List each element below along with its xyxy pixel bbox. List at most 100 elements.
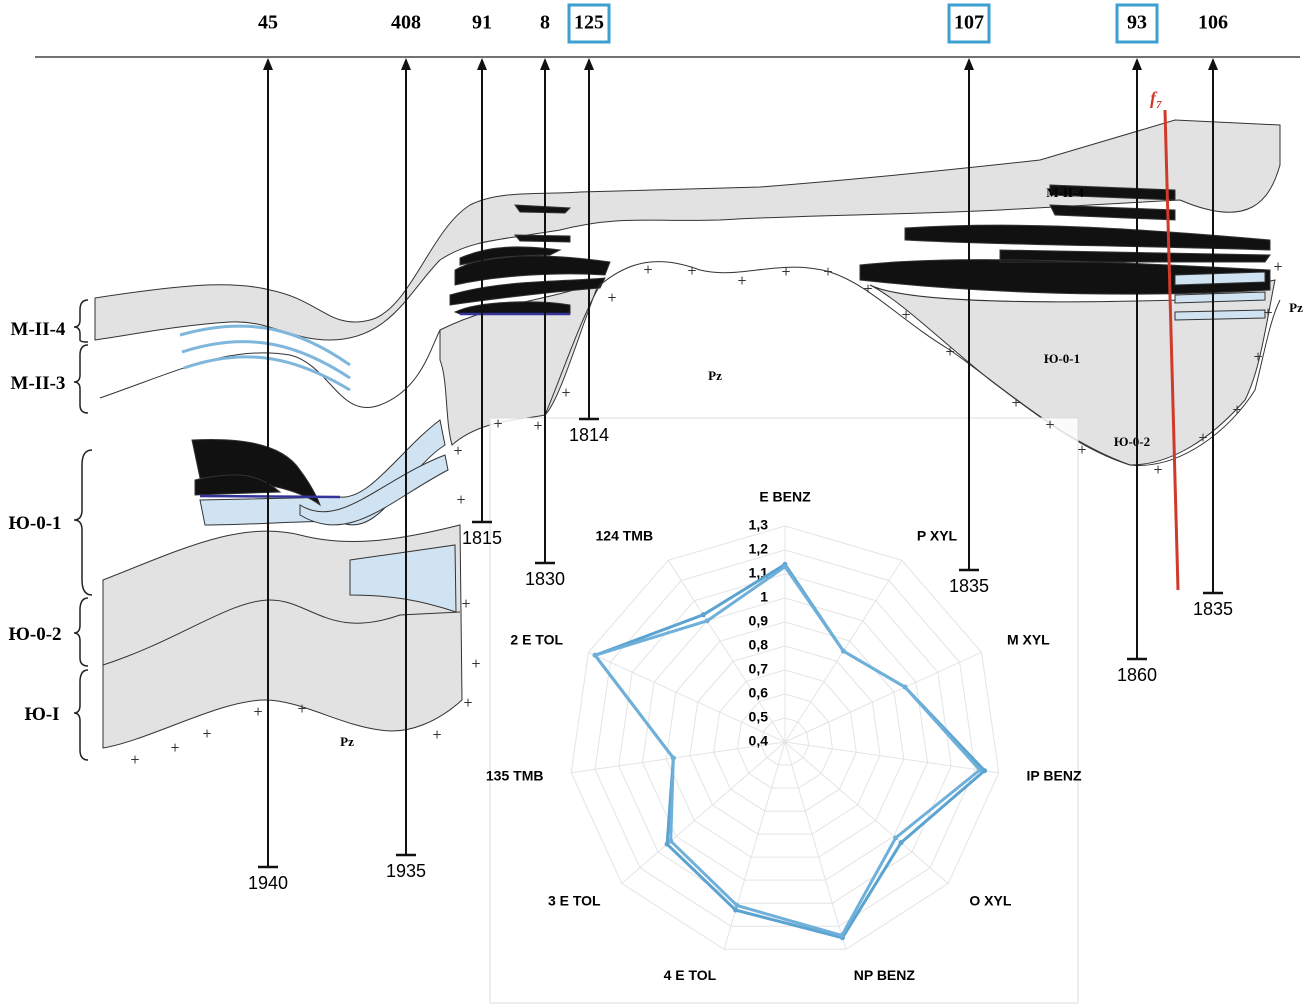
well-arrow (477, 58, 487, 70)
plus-mark: + (781, 265, 791, 279)
series-point (982, 768, 988, 774)
grid-ring (618, 573, 952, 904)
well-depth: 1940 (248, 873, 288, 893)
well-label: 107 (954, 12, 984, 34)
axis-label: 2 E TOL (510, 631, 563, 647)
well-depth: 1835 (1193, 599, 1233, 619)
spoke (784, 741, 847, 950)
pz-label: Pz (340, 734, 354, 749)
spoke (723, 741, 786, 950)
plus-mark: + (1045, 418, 1055, 432)
well-arrow (1208, 58, 1218, 70)
axis-label: 3 E TOL (548, 892, 601, 908)
axis-label: NP BENZ (854, 967, 916, 983)
series-point (782, 564, 788, 570)
well-arrow (964, 58, 974, 70)
boundary (102, 599, 461, 666)
r-tick-label: 1,3 (749, 517, 769, 533)
series-point (840, 648, 846, 654)
grid-ring (594, 549, 976, 927)
well-depth: 1860 (1117, 665, 1157, 685)
well-arrow (263, 58, 273, 70)
well-label: 91 (472, 12, 492, 34)
axis-label: E BENZ (759, 489, 811, 505)
well-label: 408 (391, 12, 421, 34)
plus-mark: + (471, 657, 481, 671)
plus-mark: + (130, 753, 140, 767)
plus-mark: + (170, 741, 180, 755)
axis-label: IP BENZ (1027, 767, 1082, 783)
series-point (700, 612, 706, 618)
well-depth: 1835 (949, 576, 989, 596)
chart-panel (489, 417, 1079, 1004)
plus-mark: + (453, 444, 463, 458)
plus-mark: + (1153, 463, 1163, 477)
coal-lens (513, 204, 572, 243)
well-depth: 1935 (386, 861, 426, 881)
spoke (621, 741, 786, 884)
contact-line (199, 494, 341, 499)
series-point (902, 684, 908, 690)
basement-marks: + + + + + + + + + + + + + + + + + + + + + + + + + + + + + + + + (130, 260, 1283, 767)
well-arrow (584, 58, 594, 70)
series-point (898, 840, 904, 846)
well-label: 125 (574, 12, 604, 34)
well-box (947, 3, 991, 44)
grid-ring (713, 669, 857, 812)
series-point (977, 767, 983, 773)
plus-mark: + (737, 274, 747, 288)
r-tick-label: 1,2 (749, 541, 769, 557)
boundary (99, 329, 441, 408)
sand-lens (349, 544, 457, 613)
spoke (784, 741, 999, 774)
well-label: 106 (1198, 12, 1228, 34)
coal-lens (194, 474, 282, 496)
sand-streak (1174, 271, 1266, 321)
formation-labels: М-II-4 М-II-3 Ю-0-1 Ю-0-2 Ю-I (8, 319, 65, 725)
plus-mark: + (1232, 403, 1242, 417)
sand-streak (179, 324, 351, 392)
r-tick-label: 0,8 (749, 637, 769, 653)
fault-subscript: 7 (1156, 99, 1162, 111)
plus-mark: + (643, 263, 653, 277)
radar-chart: E BENZ P XYL M XYL IP BENZ O XYL NP BENZ 4 E T… (486, 489, 1082, 983)
braces (73, 299, 93, 761)
geology (94, 109, 1281, 749)
plus-mark: + (1273, 260, 1283, 274)
plus-mark: + (901, 308, 911, 322)
well-box (1115, 3, 1159, 44)
grid-ring (736, 693, 834, 789)
plus-mark: + (687, 264, 697, 278)
well-label: 45 (258, 12, 278, 34)
series-point (668, 838, 674, 844)
grid-ring (665, 621, 905, 858)
series-point (839, 932, 845, 938)
coal-lens (449, 246, 611, 315)
well-arrow (540, 58, 550, 70)
plus-mark: + (297, 702, 307, 716)
plus-mark: + (561, 386, 571, 400)
plus-mark: + (607, 291, 617, 305)
pz-label: Pz (1289, 300, 1303, 315)
plus-mark: + (493, 417, 503, 431)
plus-mark: + (202, 727, 212, 741)
well-depth: 1815 (462, 528, 502, 548)
fault-label: f7 (1150, 88, 1162, 111)
wells: 45 1940 408 1935 91 1815 8 1830 125 1814 107 1835 93… (248, 3, 1233, 893)
series-point (893, 835, 899, 841)
series-point (704, 618, 710, 624)
plus-mark: + (1253, 350, 1263, 364)
fault-letter: f (1150, 88, 1158, 108)
plus-mark: + (432, 728, 442, 742)
r-tick-label: 0,7 (749, 661, 769, 677)
plus-mark: + (863, 282, 873, 296)
basement-top (544, 261, 1281, 466)
series-point (592, 652, 598, 658)
axis-label: M XYL (1007, 631, 1050, 647)
layer-label: Ю-0-2 (1114, 434, 1150, 449)
well-label: 93 (1127, 12, 1147, 34)
series-point (670, 755, 676, 761)
plus-mark: + (253, 705, 263, 719)
well-arrow (1132, 58, 1142, 70)
